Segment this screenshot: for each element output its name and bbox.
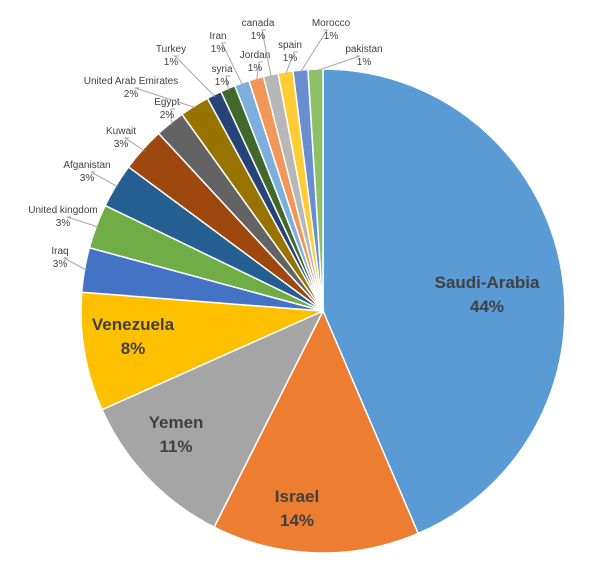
slice-label-turkey: Turkey (156, 44, 186, 55)
slice-value-israel: 14% (280, 511, 314, 530)
leader-line-canada (261, 29, 272, 77)
slice-value-canada: 1% (251, 31, 266, 42)
slice-label-united-arab-emirates: United Arab Emirates (84, 76, 179, 87)
slice-value-spain: 1% (283, 53, 298, 64)
slice-value-afganistan: 3% (80, 173, 95, 184)
slice-label-iraq: Iraq (51, 246, 68, 257)
leader-line-afganistan (90, 171, 118, 188)
slice-label-spain: spain (278, 40, 302, 51)
slice-value-venezuela: 8% (121, 339, 146, 358)
leader-line-united-kingdom (66, 216, 99, 228)
slice-value-saudi-arabia: 44% (470, 297, 504, 316)
slice-label-iran: Iran (209, 31, 226, 42)
slice-value-united-kingdom: 3% (56, 218, 71, 229)
slice-value-egypt: 2% (160, 110, 175, 121)
leader-line-united-arab-emirates (134, 87, 196, 109)
leader-line-morocco (300, 29, 328, 73)
pie-slice-israel (213, 309, 420, 554)
slice-label-yemen: Yemen (149, 413, 204, 432)
slice-value-syria: 1% (215, 77, 230, 88)
slice-label-pakistan: pakistan (345, 44, 382, 55)
pie-slice-yemen (101, 309, 325, 529)
slice-label-israel: Israel (275, 487, 319, 506)
slice-value-kuwait: 3% (114, 139, 129, 150)
slice-label-syria: syria (211, 64, 233, 75)
leader-line-spain (285, 51, 298, 75)
leader-line-egypt (170, 108, 175, 126)
slice-label-egypt: Egypt (154, 97, 180, 108)
pie-slices (80, 68, 566, 554)
slice-value-jordan: 1% (248, 63, 263, 74)
leader-line-iran (221, 42, 243, 86)
slice-label-saudi-arabia: Saudi-Arabia (435, 273, 540, 292)
slice-label-kuwait: Kuwait (106, 126, 136, 137)
pie-slice-saudi-arabia (322, 68, 566, 535)
leader-line-jordan (256, 61, 263, 81)
slice-label-venezuela: Venezuela (92, 315, 175, 334)
slice-label-jordan: Jordan (240, 50, 271, 61)
leader-line-kuwait (123, 137, 145, 152)
slice-label-canada: canada (242, 18, 275, 29)
leader-line-syria (225, 75, 230, 91)
slice-value-iran: 1% (211, 44, 226, 55)
slice-value-turkey: 1% (164, 57, 179, 68)
leader-line-iraq (63, 257, 87, 271)
slice-value-morocco: 1% (324, 31, 339, 42)
slice-value-yemen: 11% (159, 437, 192, 456)
slice-label-afganistan: Afganistan (63, 160, 110, 171)
leader-line-pakistan (315, 55, 361, 72)
slice-value-pakistan: 1% (357, 57, 372, 68)
slice-label-united-kingdom: United kingdom (28, 205, 97, 216)
slice-value-iraq: 3% (53, 259, 68, 270)
slice-label-morocco: Morocco (312, 18, 351, 29)
pie-labels: Saudi-Arabia 44% Israel 14% Yemen 11% Venezuel… (28, 18, 540, 530)
pie-slice-venezuela (80, 291, 324, 411)
leader-line-turkey (173, 55, 216, 98)
slice-value-united-arab-emirates: 2% (124, 89, 139, 100)
